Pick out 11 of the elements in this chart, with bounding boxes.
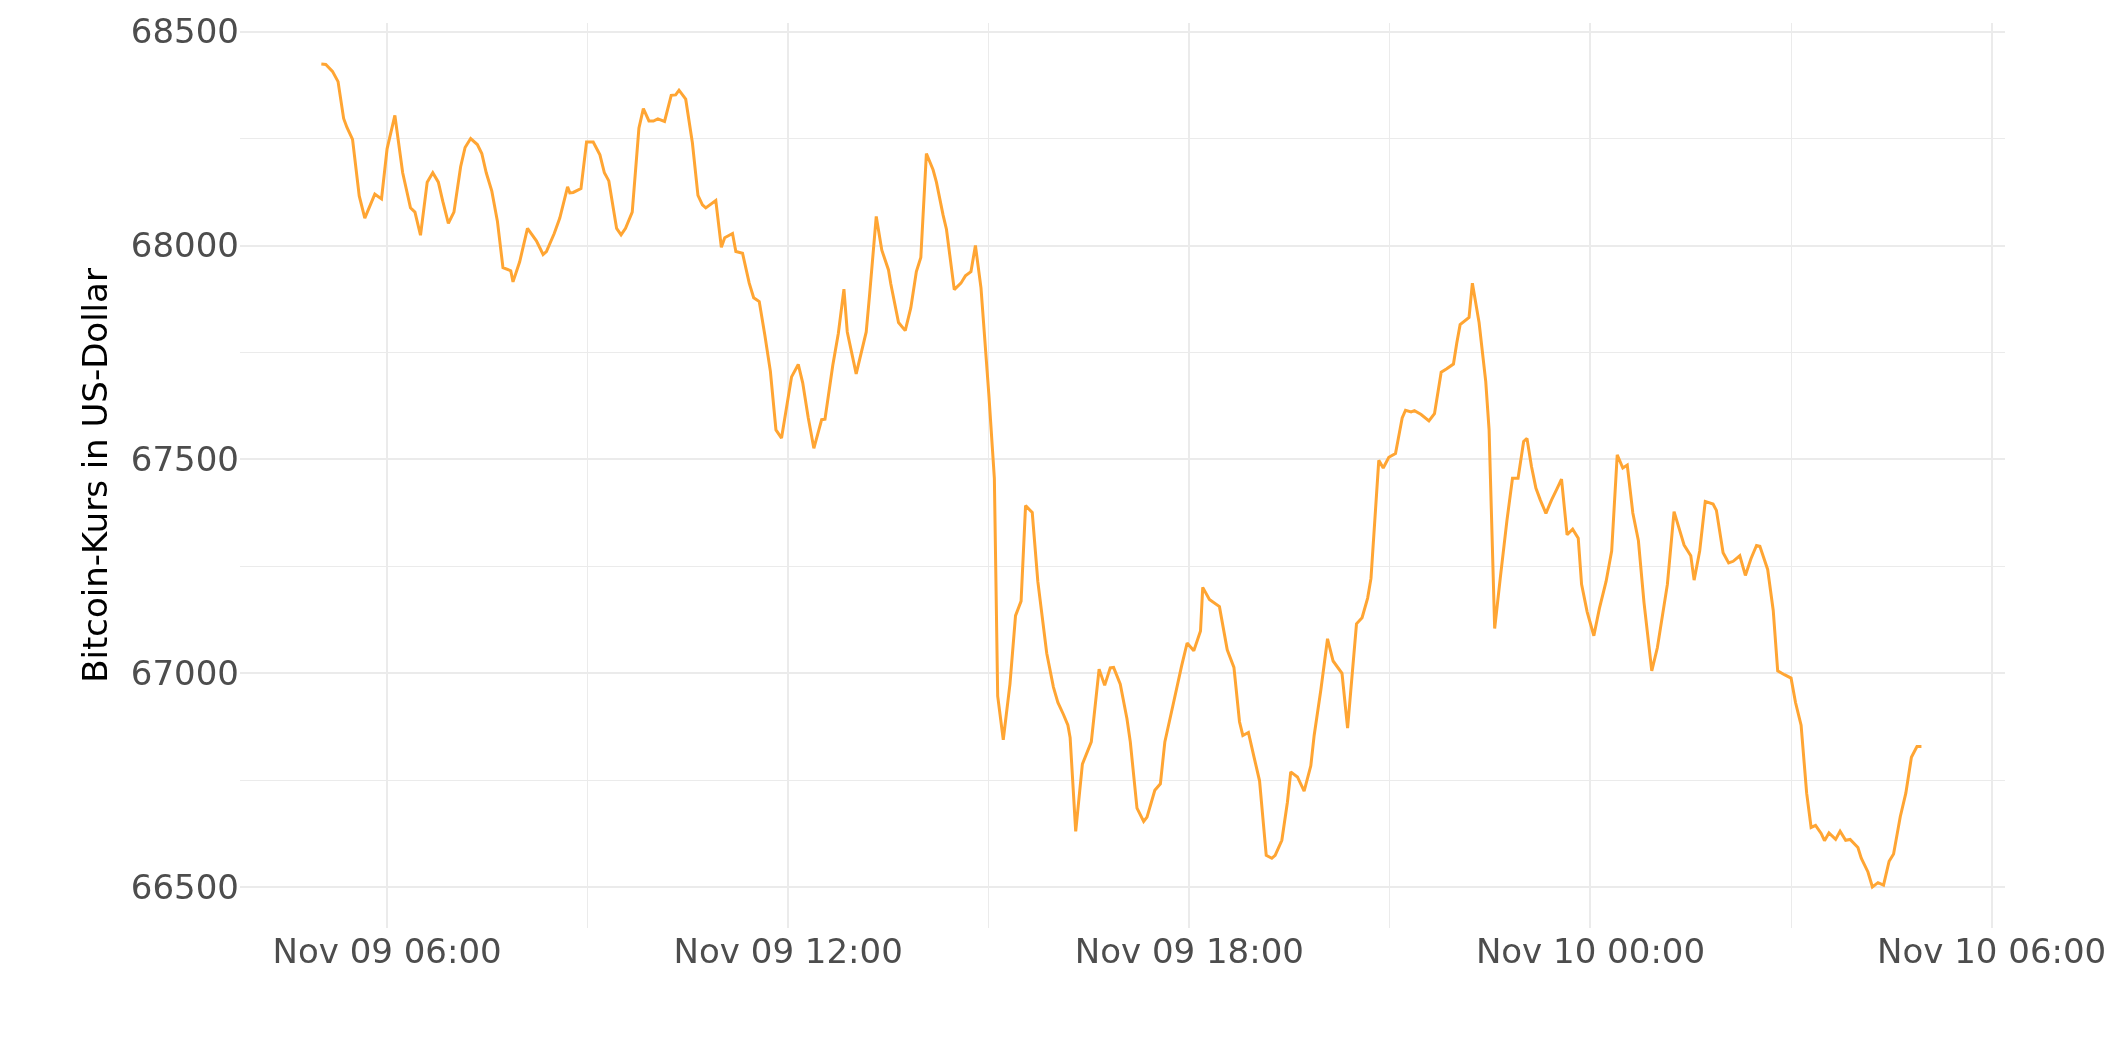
x-tick-label: Nov 09 06:00 bbox=[272, 931, 502, 971]
y-tick-label: 67000 bbox=[130, 653, 239, 694]
y-tick-label: 68500 bbox=[130, 11, 239, 52]
x-tick-label: Nov 09 12:00 bbox=[673, 931, 903, 971]
x-tick-label: Nov 09 18:00 bbox=[1074, 931, 1304, 971]
x-tick-label: Nov 10 00:00 bbox=[1475, 931, 1706, 971]
y-tick-label: 66500 bbox=[130, 867, 239, 908]
y-tick-label: 67500 bbox=[130, 439, 239, 480]
y-tick-label: 68000 bbox=[130, 225, 239, 266]
x-tick-label: Nov 10 06:00 bbox=[1877, 931, 2107, 971]
y-axis-title: Bitcoin-Kurs in US-Dollar bbox=[75, 268, 116, 683]
